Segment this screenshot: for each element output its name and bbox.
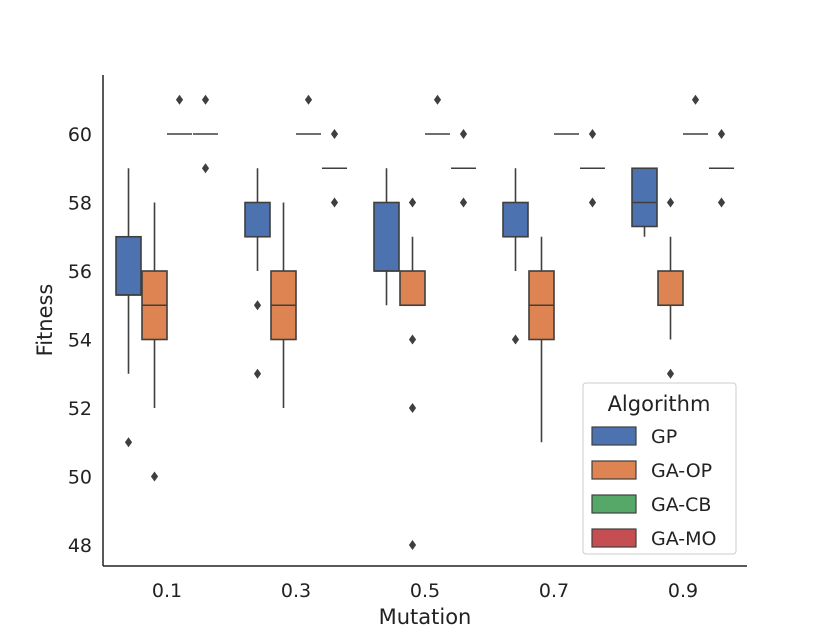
outlier-marker xyxy=(408,197,417,208)
legend-title: Algorithm xyxy=(608,392,711,416)
box-body xyxy=(657,270,684,307)
y-tick-label: 50 xyxy=(68,467,92,489)
legend-swatch xyxy=(591,460,637,480)
outlier-marker xyxy=(253,300,262,311)
box-ga-cb-0.5 xyxy=(425,94,450,135)
box-ga-cb-0.9 xyxy=(683,94,708,135)
box-ga-op-0.7 xyxy=(528,236,555,443)
box-ga-op-0.5 xyxy=(399,197,426,550)
plot-area xyxy=(115,94,734,550)
x-tick-label: 0.5 xyxy=(410,580,440,602)
outlier-marker xyxy=(124,437,133,448)
box-ga-op-0.1 xyxy=(141,202,168,482)
legend-label: GA-CB xyxy=(651,494,711,516)
x-tick-label: 0.7 xyxy=(539,580,569,602)
box-ga-op-0.9 xyxy=(657,197,684,413)
box-body xyxy=(399,270,426,307)
outlier-marker xyxy=(717,129,726,139)
legend-label: GA-MO xyxy=(651,528,717,550)
x-tick-label: 0.9 xyxy=(668,580,698,602)
outlier-marker xyxy=(666,197,675,208)
outlier-marker xyxy=(459,129,468,139)
y-tick-label: 60 xyxy=(68,124,92,146)
outlier-marker xyxy=(408,540,417,550)
y-tick-label: 52 xyxy=(68,398,92,420)
legend-label: GP xyxy=(651,426,677,448)
outlier-marker xyxy=(408,334,417,345)
outlier-marker xyxy=(459,197,468,208)
y-tick-labels: 48 50 52 54 56 58 60 xyxy=(68,124,92,557)
box-body xyxy=(244,201,271,238)
box-ga-op-0.3 xyxy=(270,202,297,408)
box-ga-mo-0.1 xyxy=(193,94,218,174)
outlier-marker xyxy=(201,94,210,105)
legend-swatch xyxy=(591,494,637,514)
outlier-marker xyxy=(717,197,726,208)
y-tick-label: 54 xyxy=(68,330,92,352)
box-ga-mo-0.5 xyxy=(451,129,476,208)
outlier-marker xyxy=(511,334,520,345)
box-gp-0.5 xyxy=(373,168,400,306)
box-ga-cb-0.1 xyxy=(167,94,192,135)
legend-label: GA-OP xyxy=(651,460,712,482)
x-axis-label: Mutation xyxy=(379,605,472,629)
outlier-marker xyxy=(150,471,159,482)
legend-swatch xyxy=(591,426,637,446)
box-gp-0.1 xyxy=(115,168,142,448)
y-tick-label: 56 xyxy=(68,261,92,283)
x-tick-label: 0.1 xyxy=(152,580,182,602)
legend-item-gp: GP xyxy=(591,426,677,448)
outlier-marker xyxy=(253,368,262,379)
box-body xyxy=(373,201,400,272)
box-ga-cb-0.3 xyxy=(296,94,321,135)
outlier-marker xyxy=(588,129,597,139)
box-ga-mo-0.9 xyxy=(709,129,734,208)
outlier-marker xyxy=(175,94,184,105)
outlier-marker xyxy=(330,129,339,139)
box-ga-mo-0.7 xyxy=(580,129,605,208)
legend-item-ga-cb: GA-CB xyxy=(591,494,711,516)
y-tick-label: 58 xyxy=(68,193,92,215)
outlier-marker xyxy=(201,163,210,174)
legend: Algorithm GP GA-OP GA-CB GA-MO xyxy=(582,382,737,555)
box-ga-mo-0.3 xyxy=(322,129,347,208)
box-body xyxy=(502,201,529,238)
outlier-marker xyxy=(666,368,675,379)
axes xyxy=(102,75,747,567)
x-tick-label: 0.3 xyxy=(281,580,311,602)
x-tick-labels: 0.1 0.3 0.5 0.7 0.9 xyxy=(152,580,698,602)
outlier-marker xyxy=(330,197,339,208)
box-body xyxy=(631,167,658,228)
box-gp-0.7 xyxy=(502,168,529,345)
outlier-marker xyxy=(588,197,597,208)
legend-swatch xyxy=(591,528,637,548)
box-gp-0.9 xyxy=(631,167,658,237)
y-axis-label: Fitness xyxy=(33,284,57,357)
legend-items: GP GA-OP GA-CB GA-MO xyxy=(591,426,717,550)
outlier-marker xyxy=(304,94,313,105)
legend-item-ga-op: GA-OP xyxy=(591,460,712,482)
outlier-marker xyxy=(691,94,700,105)
box-body xyxy=(115,235,142,296)
outlier-marker xyxy=(433,94,442,105)
box-gp-0.3 xyxy=(244,168,271,379)
y-tick-label: 48 xyxy=(68,535,92,557)
outlier-marker xyxy=(408,403,417,413)
legend-item-ga-mo: GA-MO xyxy=(591,528,717,550)
